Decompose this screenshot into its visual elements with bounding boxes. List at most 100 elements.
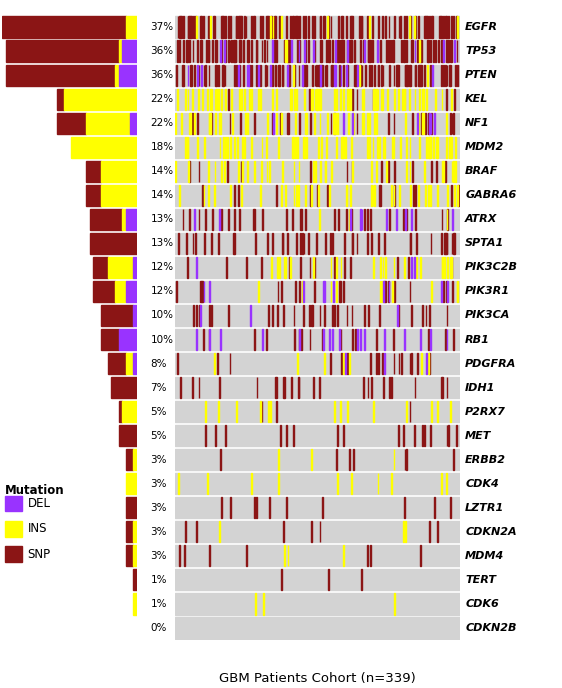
Bar (216, 89, 217, 109)
Bar (414, 17, 415, 38)
Bar (316, 65, 317, 86)
Bar (342, 137, 343, 158)
Bar (4, 521, 22, 537)
Bar (261, 41, 262, 62)
Bar (313, 41, 314, 62)
Bar (238, 184, 239, 206)
Bar (312, 89, 313, 109)
Bar (221, 41, 222, 62)
Bar (190, 17, 191, 38)
Bar (64, 89, 137, 109)
Text: 14%: 14% (151, 166, 174, 176)
Bar (334, 89, 335, 109)
Bar (119, 41, 123, 62)
Bar (311, 449, 312, 471)
Bar (265, 65, 266, 86)
Bar (347, 41, 348, 62)
Bar (209, 65, 210, 86)
Text: 3%: 3% (151, 551, 167, 561)
Bar (429, 522, 430, 542)
Bar (457, 17, 459, 38)
Bar (412, 113, 413, 133)
Bar (451, 89, 452, 109)
Bar (389, 208, 390, 230)
Bar (179, 17, 180, 38)
Bar (301, 208, 302, 230)
Bar (416, 233, 417, 254)
Bar (220, 41, 221, 62)
Bar (441, 473, 442, 494)
Bar (293, 305, 294, 326)
Bar (268, 305, 269, 326)
Bar (425, 305, 427, 326)
Bar (424, 425, 425, 447)
Text: IDH1: IDH1 (465, 383, 496, 393)
Bar (305, 65, 306, 86)
Bar (230, 497, 232, 518)
Bar (334, 305, 335, 326)
Bar (337, 305, 338, 326)
Bar (292, 208, 293, 230)
Bar (419, 137, 420, 158)
Bar (263, 593, 264, 614)
Bar (219, 522, 220, 542)
Bar (271, 305, 273, 326)
Text: GABRA6: GABRA6 (465, 191, 516, 200)
Bar (187, 257, 188, 278)
Bar (251, 17, 252, 38)
Bar (197, 65, 198, 86)
Bar (365, 65, 366, 86)
Bar (221, 161, 222, 182)
Bar (335, 41, 336, 62)
Bar (182, 65, 183, 86)
Text: SPTA1: SPTA1 (465, 238, 504, 248)
Text: SNP: SNP (28, 548, 51, 561)
Bar (274, 41, 275, 62)
Bar (175, 281, 460, 302)
Bar (374, 65, 375, 86)
Bar (435, 89, 436, 109)
Bar (429, 137, 430, 158)
Bar (280, 425, 281, 447)
Bar (178, 473, 179, 494)
Bar (126, 208, 137, 230)
Bar (205, 401, 206, 422)
Bar (370, 353, 371, 374)
Bar (276, 89, 277, 109)
Bar (238, 161, 239, 182)
Text: RB1: RB1 (465, 334, 490, 345)
Bar (101, 184, 137, 206)
Text: TERT: TERT (465, 575, 496, 585)
Bar (197, 137, 198, 158)
Bar (397, 65, 398, 86)
Bar (319, 65, 320, 86)
Bar (203, 281, 205, 302)
Bar (296, 89, 297, 109)
Bar (340, 89, 341, 109)
Bar (291, 41, 292, 62)
Bar (404, 41, 405, 62)
Bar (283, 377, 284, 398)
Bar (225, 137, 226, 158)
Bar (242, 137, 243, 158)
Bar (386, 161, 387, 182)
Bar (446, 41, 447, 62)
Bar (346, 65, 347, 86)
Bar (393, 113, 395, 133)
Bar (393, 353, 395, 374)
Bar (198, 377, 200, 398)
Bar (310, 161, 311, 182)
Text: TP53: TP53 (465, 46, 496, 56)
Text: 13%: 13% (151, 215, 174, 224)
Bar (370, 546, 371, 566)
Bar (411, 257, 412, 278)
Bar (404, 17, 405, 38)
Text: PIK3R1: PIK3R1 (465, 286, 510, 297)
Bar (281, 113, 282, 133)
Bar (385, 17, 386, 38)
Bar (247, 65, 248, 86)
Bar (384, 329, 385, 350)
Bar (266, 65, 268, 86)
Bar (319, 377, 320, 398)
Bar (330, 281, 332, 302)
